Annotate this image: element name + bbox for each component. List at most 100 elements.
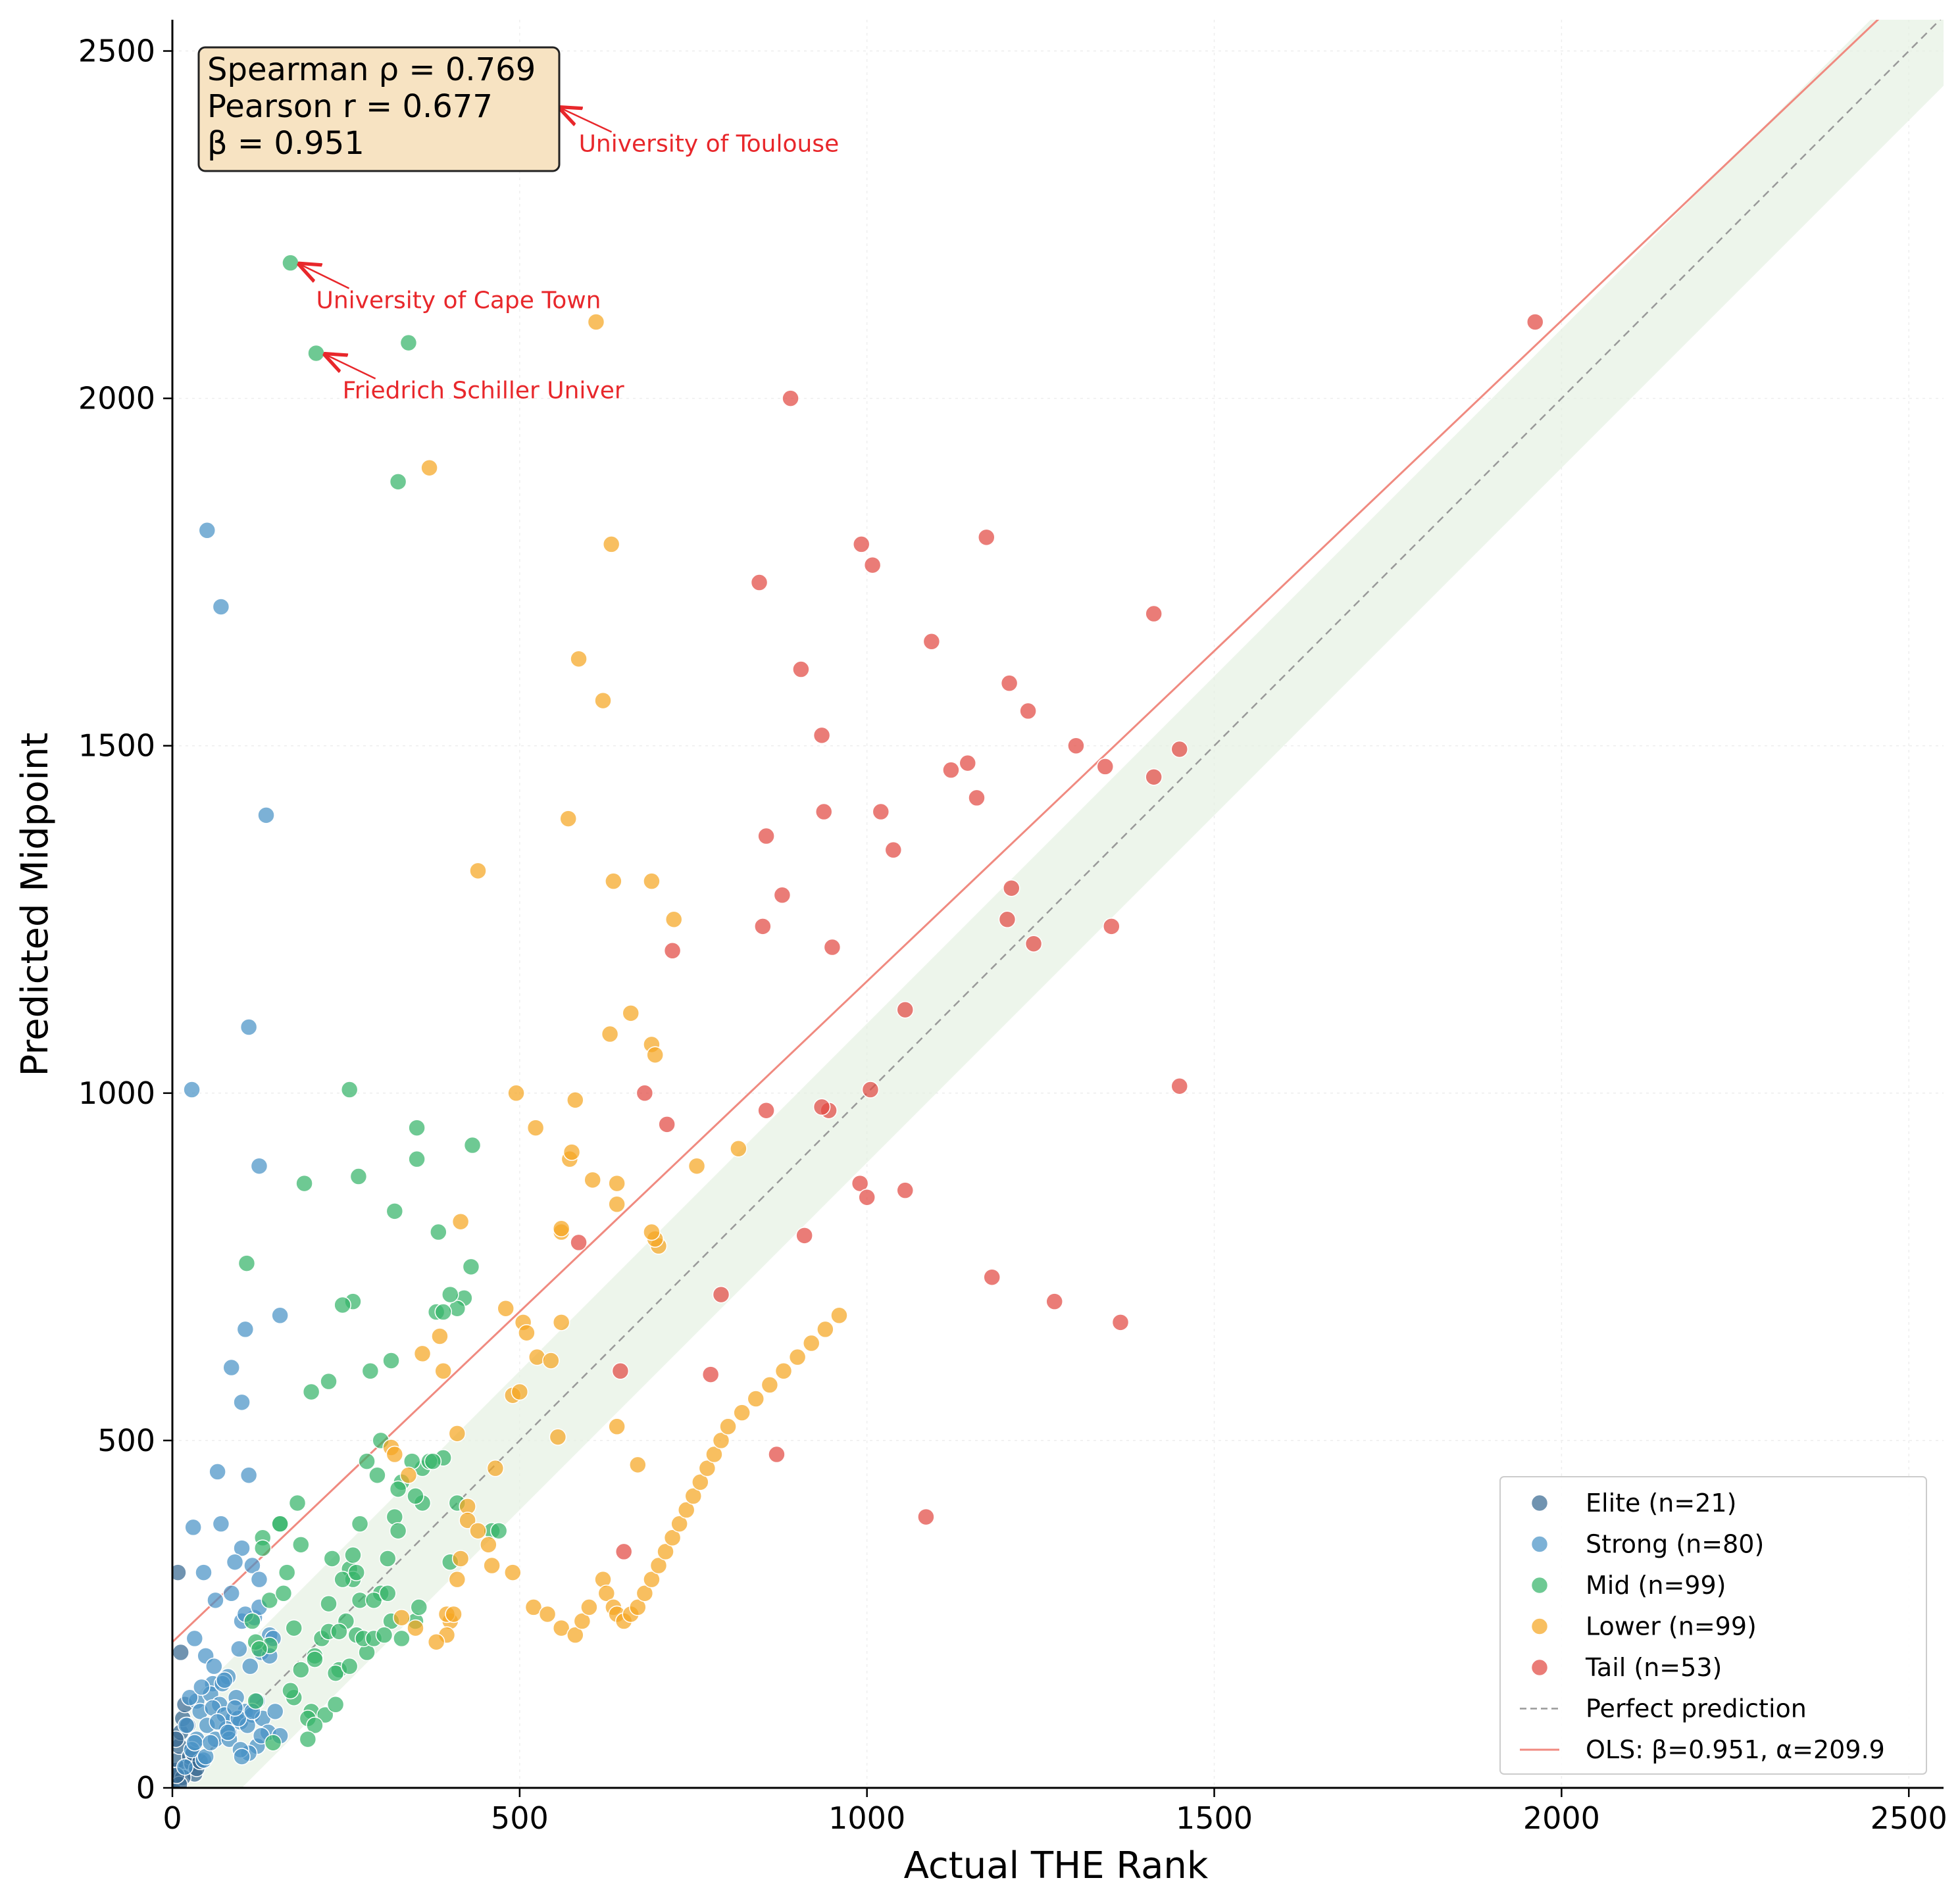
point-lower-90 xyxy=(719,1418,737,1436)
point-tail-40 xyxy=(896,1181,914,1199)
stats-beta: β = 0.951 xyxy=(207,125,364,162)
point-mid-54 xyxy=(292,1661,310,1679)
point-mid-95 xyxy=(490,1521,508,1540)
point-tail-39 xyxy=(757,1101,775,1120)
point-tail-49 xyxy=(917,1508,935,1526)
point-tail-28 xyxy=(1024,935,1043,952)
point-mid-91 xyxy=(407,1487,424,1505)
point-lower-54 xyxy=(451,1550,470,1568)
point-strong-15 xyxy=(233,1539,251,1557)
point-mid-19 xyxy=(382,1352,400,1370)
point-tail-31 xyxy=(861,1081,880,1099)
point-lower-36 xyxy=(393,1608,411,1627)
point-lower-53 xyxy=(469,1521,487,1540)
point-mid-60 xyxy=(389,1480,407,1498)
point-strong-12 xyxy=(184,1518,202,1537)
point-mid-34 xyxy=(278,1564,296,1581)
point-lower-85 xyxy=(684,1487,703,1505)
legend-marker-0 xyxy=(1530,1494,1549,1512)
point-strong-72 xyxy=(226,1699,244,1717)
stats-box: Spearman ρ = 0.769 Pearson r = 0.677 β =… xyxy=(197,46,561,172)
point-mid-3 xyxy=(389,473,407,491)
x-tick-label-2: 1000 xyxy=(828,1800,905,1836)
point-mid-72 xyxy=(340,1657,359,1675)
point-lower-19 xyxy=(563,1143,581,1161)
point-mid-10 xyxy=(463,1136,482,1154)
point-lower-32 xyxy=(643,1223,661,1241)
annotations: University of Toulouse University of Cape… xyxy=(299,108,839,405)
point-tail-38 xyxy=(851,1174,869,1193)
point-mid-2 xyxy=(399,333,418,352)
point-lower-24 xyxy=(730,1140,747,1158)
point-lower-22 xyxy=(497,1299,515,1318)
x-tick-label-5: 2500 xyxy=(1871,1800,1947,1836)
point-tail-44 xyxy=(983,1268,1001,1286)
point-lower-62 xyxy=(480,1536,497,1554)
point-lower-16 xyxy=(566,1091,584,1109)
legend: Elite (n=21) Strong (n=80) Mid (n=99) Lower… xyxy=(1499,1476,1927,1775)
point-elite-13 xyxy=(172,1643,189,1662)
legend-entries: Elite (n=21) Strong (n=80) Mid (n=99) Lower… xyxy=(1520,1489,1885,1764)
point-tail-48 xyxy=(768,1445,786,1464)
point-strong-11 xyxy=(239,1466,258,1484)
point-lower-1 xyxy=(587,313,605,331)
y-tick-label-5: 2500 xyxy=(78,34,155,69)
stats-pearson: Pearson r = 0.677 xyxy=(207,88,493,125)
point-lower-69 xyxy=(573,1612,591,1630)
point-strong-75 xyxy=(215,1671,234,1689)
point-mid-57 xyxy=(282,1681,299,1700)
point-mid-0 xyxy=(282,254,299,272)
point-tail-24 xyxy=(1003,879,1020,897)
point-tail-47 xyxy=(701,1366,720,1383)
point-strong-20 xyxy=(186,1629,204,1648)
point-tail-17 xyxy=(968,789,986,807)
point-mid-73 xyxy=(264,1734,282,1752)
point-mid-64 xyxy=(261,1591,279,1610)
point-lower-42 xyxy=(608,1195,626,1214)
point-tail-42 xyxy=(795,1227,813,1245)
point-lower-4 xyxy=(570,650,588,668)
point-mid-32 xyxy=(292,1536,310,1554)
point-strong-18 xyxy=(250,1570,268,1589)
point-strong-9 xyxy=(233,1393,251,1412)
point-mid-12 xyxy=(238,1254,256,1272)
legend-marker-2 xyxy=(1530,1576,1549,1594)
legend-label-3: Lower (n=99) xyxy=(1586,1612,1757,1641)
point-tail-30 xyxy=(896,1000,914,1019)
point-lower-3 xyxy=(602,535,620,553)
point-strong-64 xyxy=(176,1758,194,1776)
point-strong-31 xyxy=(241,1657,259,1675)
point-lower-80 xyxy=(649,1556,668,1575)
point-lower-68 xyxy=(566,1626,584,1644)
point-tail-21 xyxy=(757,827,775,845)
point-mid-89 xyxy=(330,1623,348,1641)
point-lower-2 xyxy=(420,458,438,477)
point-mid-24 xyxy=(271,1515,289,1533)
point-strong-13 xyxy=(212,1515,230,1533)
point-lower-31 xyxy=(552,1220,570,1238)
point-tail-2 xyxy=(852,535,870,553)
point-tail-5 xyxy=(750,574,768,591)
point-mid-55 xyxy=(326,1664,345,1682)
point-strong-10 xyxy=(209,1463,226,1481)
point-mid-63 xyxy=(334,1570,351,1589)
y-tick-label-4: 2000 xyxy=(78,381,155,416)
point-tail-26 xyxy=(754,918,772,935)
point-elite-12 xyxy=(172,1564,187,1581)
point-strong-17 xyxy=(226,1553,244,1571)
point-strong-39 xyxy=(177,1716,195,1735)
point-lower-91 xyxy=(733,1404,751,1421)
point-tail-51 xyxy=(570,1233,588,1252)
point-mid-71 xyxy=(375,1626,393,1644)
point-lower-87 xyxy=(698,1459,716,1477)
point-lower-52 xyxy=(459,1512,476,1529)
y-tick-label-2: 1000 xyxy=(78,1075,155,1111)
annotation-label-friedrich-schiller: Friedrich Schiller Univer xyxy=(343,378,624,405)
point-lower-65 xyxy=(524,1598,543,1616)
point-lower-83 xyxy=(670,1515,688,1533)
point-tail-50 xyxy=(615,1543,633,1561)
point-mid-59 xyxy=(364,1591,383,1610)
point-mid-17 xyxy=(334,1296,351,1314)
point-lower-9 xyxy=(643,872,661,890)
